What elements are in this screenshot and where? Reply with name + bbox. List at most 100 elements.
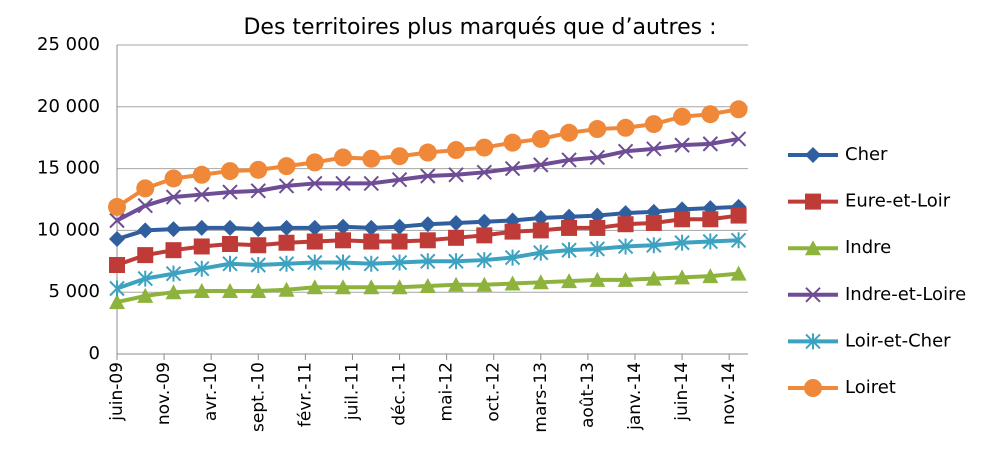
marker xyxy=(420,168,436,184)
marker-shape xyxy=(419,216,436,233)
marker xyxy=(278,255,295,272)
marker xyxy=(305,153,324,172)
x-tick-label: juin-09 xyxy=(107,362,127,422)
marker xyxy=(307,175,323,192)
marker-shape xyxy=(448,276,465,292)
marker xyxy=(589,271,606,287)
marker xyxy=(646,237,662,254)
marker xyxy=(805,147,821,163)
legend-label: Indre-et-Loire xyxy=(845,284,966,305)
marker xyxy=(335,218,352,235)
x-tick-label: mai-12 xyxy=(437,362,457,421)
marker-shape xyxy=(674,137,690,153)
marker xyxy=(362,149,381,168)
marker-shape xyxy=(391,279,408,295)
marker xyxy=(532,274,549,290)
marker xyxy=(307,254,323,271)
marker xyxy=(222,255,238,272)
marker xyxy=(476,227,493,244)
marker xyxy=(503,133,522,152)
marker-shape xyxy=(476,276,493,292)
y-tick-label: 15 000 xyxy=(37,158,100,179)
x-tick-label: déc.-11 xyxy=(390,362,410,426)
marker xyxy=(448,276,465,292)
marker-shape xyxy=(221,162,240,181)
marker xyxy=(109,294,125,310)
marker xyxy=(476,213,493,230)
marker xyxy=(504,275,521,291)
y-tick-label: 5 000 xyxy=(48,281,100,302)
marker-shape xyxy=(109,280,125,297)
marker-shape xyxy=(194,186,210,203)
marker-shape xyxy=(805,240,821,256)
marker xyxy=(504,160,521,177)
marker-shape xyxy=(702,136,719,152)
marker-shape xyxy=(730,265,747,281)
marker-shape xyxy=(192,165,211,184)
marker xyxy=(391,233,408,250)
legend-label: Eure-et-Loir xyxy=(845,191,951,212)
marker xyxy=(335,279,352,295)
marker-shape xyxy=(278,219,295,236)
marker-shape xyxy=(644,115,663,134)
marker-shape xyxy=(448,214,465,231)
marker xyxy=(805,240,821,256)
marker-shape xyxy=(137,222,154,239)
marker-shape xyxy=(277,157,296,176)
marker-shape xyxy=(278,234,295,251)
marker-shape xyxy=(335,279,352,295)
marker-shape xyxy=(532,210,549,227)
y-tick-label: 10 000 xyxy=(37,219,100,240)
marker-shape xyxy=(137,247,154,264)
marker xyxy=(165,284,182,300)
marker-shape xyxy=(617,216,634,233)
marker xyxy=(136,179,155,198)
marker-shape xyxy=(165,265,182,282)
marker-shape xyxy=(804,379,822,397)
marker-shape xyxy=(305,153,324,172)
marker-shape xyxy=(504,160,521,177)
marker xyxy=(617,216,634,233)
marker xyxy=(419,278,436,294)
marker-shape xyxy=(335,254,351,271)
marker xyxy=(335,254,351,271)
marker xyxy=(701,105,720,124)
marker-shape xyxy=(475,138,494,157)
marker-shape xyxy=(363,279,380,295)
marker xyxy=(616,118,635,137)
marker-shape xyxy=(250,257,266,274)
marker xyxy=(391,279,408,295)
legend-label: Loir-et-Cher xyxy=(845,330,951,351)
marker xyxy=(702,211,719,228)
marker-shape xyxy=(561,152,577,168)
marker xyxy=(193,238,210,255)
marker xyxy=(249,160,268,179)
marker-shape xyxy=(646,237,662,254)
marker-shape xyxy=(363,255,379,272)
marker xyxy=(137,222,154,239)
marker-shape xyxy=(729,100,748,119)
marker xyxy=(730,131,747,147)
marker xyxy=(222,282,239,298)
marker xyxy=(532,222,549,239)
marker-shape xyxy=(420,168,436,184)
marker-shape xyxy=(391,254,408,271)
marker-shape xyxy=(335,218,352,235)
marker-shape xyxy=(335,232,352,249)
legend-label: Indre xyxy=(845,237,891,258)
marker xyxy=(531,129,550,148)
marker-shape xyxy=(109,231,125,248)
marker xyxy=(363,279,380,295)
marker-shape xyxy=(391,233,408,250)
marker xyxy=(588,120,607,139)
marker xyxy=(164,169,183,188)
marker xyxy=(560,123,579,142)
marker xyxy=(109,212,125,229)
marker xyxy=(363,233,380,250)
marker xyxy=(193,282,210,298)
marker-shape xyxy=(532,222,549,239)
marker-shape xyxy=(805,147,821,163)
marker xyxy=(730,265,747,281)
marker-shape xyxy=(730,207,747,224)
marker-shape xyxy=(363,175,379,192)
